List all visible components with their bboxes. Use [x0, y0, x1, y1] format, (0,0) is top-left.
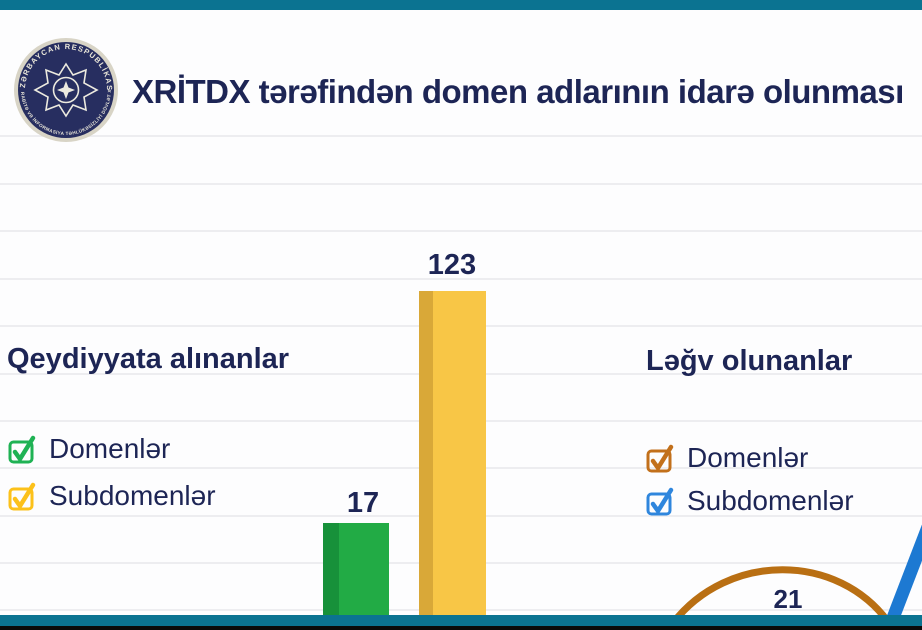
- legend-item-registered-domains: Domenlər: [8, 433, 170, 465]
- orange-checkbox-icon: [646, 444, 674, 473]
- bottom-teal-band: [0, 615, 922, 626]
- gridline: [0, 135, 922, 137]
- section-heading-cancelled: Ləğv olunanlar: [646, 345, 853, 377]
- legend-label: Subdomenlər: [687, 485, 854, 516]
- legend-label: Subdomenlər: [49, 480, 216, 511]
- gridline: [0, 183, 922, 185]
- legend-label: Domenlər: [687, 442, 809, 473]
- blue-checkbox-icon: [646, 487, 674, 516]
- value-label-domains-cancelled: 21: [773, 584, 803, 614]
- legend-item-cancelled-subdomains: Subdomenlər: [646, 485, 854, 517]
- logo-octagram-star: [33, 62, 99, 118]
- legend-label: Domenlər: [49, 433, 171, 464]
- value-label-domains-registered: 17: [346, 487, 380, 519]
- top-teal-band: [0, 0, 922, 10]
- yellow-checkbox-icon: [8, 482, 36, 511]
- green-checkbox-icon: [8, 435, 36, 464]
- bottom-black-edge: [0, 626, 922, 630]
- section-heading-registered: Qeydiyyata alınanlar: [7, 343, 290, 375]
- bar-registered-subdomains: [419, 291, 486, 619]
- legend-item-cancelled-domains: Domenlər: [646, 442, 808, 474]
- xritdx-emblem-logo: AZƏRBAYCAN RESPUBLİKASI XÜSUSİ RABİTƏ VƏ…: [13, 37, 118, 142]
- slide-title: XRİTDX tərəfindən domen adlarının idarə …: [132, 73, 904, 110]
- bar-registered-domains: [323, 523, 389, 619]
- gridline: [0, 230, 922, 232]
- value-label-subdomains-registered: 123: [427, 249, 477, 281]
- logo-center-star: [57, 81, 75, 99]
- gridline: [0, 278, 922, 280]
- legend-item-registered-subdomains: Subdomenlər: [8, 480, 216, 512]
